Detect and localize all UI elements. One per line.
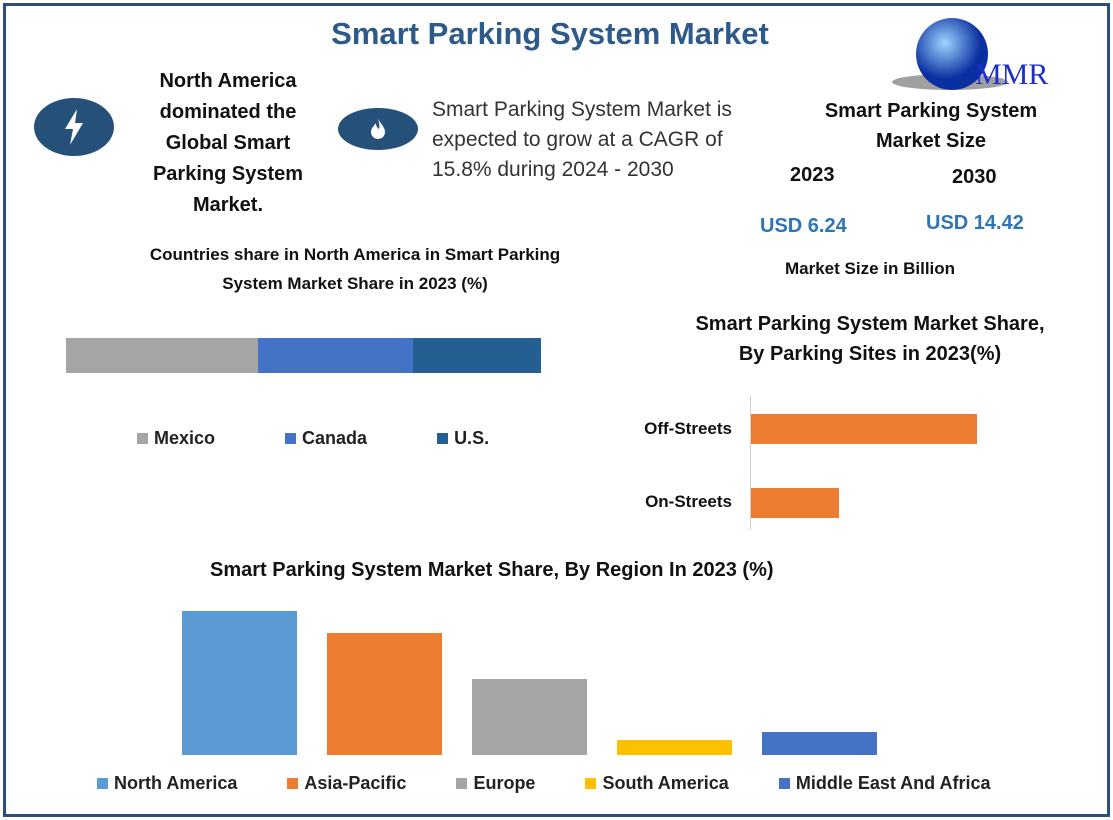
- value-2030: USD 14.42: [926, 212, 1024, 234]
- bar-middle-east-and-africa: [762, 732, 877, 755]
- legend-europe: Europe: [456, 773, 535, 794]
- legend-mexico: Mexico: [137, 428, 215, 449]
- category-label-off-streets: Off-Streets: [644, 419, 732, 438]
- bar-asia-pacific: [327, 633, 442, 755]
- region-chart-title: Smart Parking System Market Share, By Re…: [210, 559, 774, 581]
- value-2023: USD 6.24: [760, 215, 847, 237]
- year-2023: 2023: [790, 164, 835, 186]
- parking-sites-chart-title: Smart Parking System Market Share, By Pa…: [695, 313, 1045, 365]
- cagr-text: Smart Parking System Market is expected …: [432, 98, 732, 181]
- legend-asia-pacific: Asia-Pacific: [287, 773, 406, 794]
- legend-canada: Canada: [285, 428, 367, 449]
- category-label-on-streets: On-Streets: [645, 492, 732, 511]
- legend-middle-east-africa: Middle East And Africa: [778, 773, 991, 794]
- y-axis-line: [750, 396, 751, 530]
- lightning-icon: [34, 98, 114, 156]
- segment-mexico: [66, 338, 258, 373]
- region-legend: North America Asia-Pacific Europe South …: [97, 773, 991, 794]
- bar-north-america: [182, 610, 297, 755]
- bar-on-streets: [751, 488, 839, 518]
- market-size-title: Smart Parking System Market Size: [824, 100, 1038, 152]
- flame-icon: [338, 108, 418, 150]
- globe-logo-icon: MMR: [892, 18, 1048, 91]
- bar-europe: [472, 679, 587, 755]
- mmr-logo: MMR: [890, 14, 1090, 94]
- year-2030: 2030: [952, 166, 997, 188]
- page-title: Smart Parking System Market: [331, 16, 769, 51]
- country-stacked-bar: [66, 338, 541, 373]
- unit-label: Market Size in Billion: [785, 259, 956, 278]
- country-chart-title: Countries share in North America in Smar…: [149, 245, 561, 293]
- legend-us: U.S.: [437, 428, 489, 449]
- infographic-frame: [3, 3, 1110, 817]
- logo-text: MMR: [975, 58, 1048, 91]
- legend-north-america: North America: [97, 773, 237, 794]
- dominance-text: North America dominated the Global Smart…: [152, 70, 304, 216]
- legend-south-america: South America: [585, 773, 729, 794]
- segment-us: [412, 338, 541, 373]
- bar-off-streets: [751, 414, 978, 444]
- bar-south-america: [617, 739, 732, 755]
- country-legend: Mexico Canada U.S.: [137, 428, 489, 449]
- segment-canada: [257, 338, 413, 373]
